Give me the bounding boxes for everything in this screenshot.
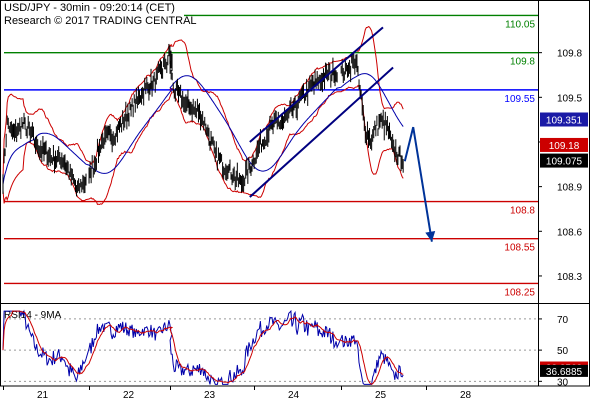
level-label-108.25: 108.25	[504, 287, 535, 298]
y-tick-label: 108.9	[557, 183, 582, 194]
price-tag-bg-109.075	[540, 153, 588, 168]
price-tag-109.075: 109.075	[546, 157, 583, 168]
chart-title: USD/JPY - 30min - 09:20:14 (CET)	[4, 2, 175, 14]
level-label-110.05: 110.05	[505, 19, 535, 30]
rsi-line	[2, 309, 404, 385]
x-tick-label-25: 25	[375, 390, 387, 400]
channel-line-upper	[249, 26, 384, 143]
x-tick-label-28: 28	[460, 390, 472, 400]
copyright-text: Research © 2017 TRADING CENTRAL	[4, 15, 197, 27]
level-label-109.8: 109.8	[510, 57, 535, 68]
level-label-108.55: 108.55	[504, 243, 535, 254]
price-tag-bg-109.351	[540, 112, 588, 127]
moving-average-line	[2, 73, 404, 185]
chart-frame	[0, 0, 590, 387]
rsi-tag-bg-36.6885	[540, 364, 588, 377]
x-tick-label-22: 22	[123, 390, 135, 400]
price-tag-109.18: 109.18	[549, 141, 580, 152]
level-label-108.8: 108.8	[510, 206, 535, 217]
rsi-title: RSI14 - 9MA	[4, 310, 62, 321]
channel-line-lower	[249, 66, 394, 198]
forecast-arrow-head	[425, 231, 436, 242]
y-tick-label: 109.5	[557, 93, 582, 104]
rsi-ma-line	[2, 310, 404, 385]
lower-band-line	[2, 84, 404, 206]
x-tick-label-24: 24	[288, 390, 300, 400]
rsi-tick-label: 50	[557, 346, 569, 357]
price-tag-109.351: 109.351	[546, 115, 583, 126]
rsi-tick-label: 70	[557, 315, 569, 326]
rsi-tick-label: 30	[557, 377, 569, 388]
level-label-109.55: 109.55	[504, 94, 535, 105]
price-tag-bg-109.18	[540, 137, 588, 152]
x-tick-label-21: 21	[37, 390, 49, 400]
y-tick-label: 108.3	[557, 272, 582, 283]
rsi-tag-36.6885: 36.6885	[546, 367, 583, 378]
x-tick-label-23: 23	[204, 390, 216, 400]
upper-band-line	[2, 26, 404, 179]
y-tick-label: 108.6	[557, 227, 582, 238]
y-tick-label: 109.8	[557, 49, 582, 60]
forecast-arrow-line	[403, 126, 433, 242]
